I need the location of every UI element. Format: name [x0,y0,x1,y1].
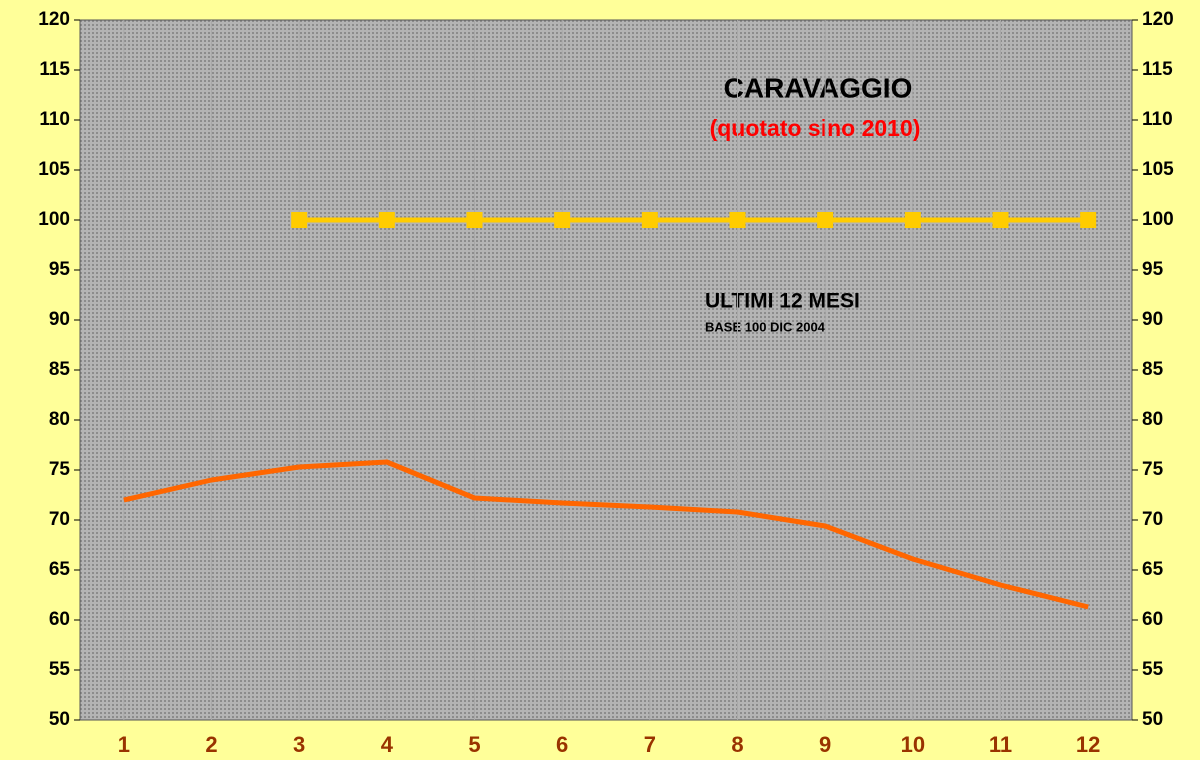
x-tick-label: 7 [644,732,656,757]
y-tick-label: 110 [39,109,70,130]
series-marker [291,212,308,228]
annotation: ULTIMI 12 MESI [705,290,860,313]
y-tick-label: 95 [49,259,71,280]
x-tick-label: 8 [731,732,743,757]
y-tick-label: 80 [49,409,70,430]
y-tick-label: 90 [49,309,70,330]
x-tick-label: 4 [381,732,394,757]
y2-tick-label: 110 [1142,109,1173,130]
y-tick-label: 85 [49,359,71,380]
x-tick-label: 12 [1076,732,1100,757]
y2-tick-label: 95 [1142,259,1164,280]
y2-tick-label: 70 [1142,509,1163,530]
y2-tick-label: 65 [1142,559,1164,580]
x-tick-label: 10 [901,732,925,757]
series-marker [729,212,746,228]
x-tick-label: 5 [468,732,480,757]
series-marker [817,212,834,228]
x-tick-label: 9 [819,732,831,757]
chart-title: CARAVAGGIO [724,72,913,103]
y2-tick-label: 60 [1142,609,1163,630]
y2-tick-label: 105 [1142,159,1174,180]
series-line [123,459,1089,610]
y-tick-label: 60 [49,609,70,630]
x-tick-label: 11 [989,732,1012,757]
x-tick-label: 3 [293,732,305,757]
x-tick-label: 1 [118,732,130,757]
y-tick-label: 75 [49,459,71,480]
y2-tick-label: 50 [1142,709,1163,730]
y2-tick-label: 55 [1142,659,1164,680]
series-marker [378,212,395,228]
y-tick-label: 105 [38,159,70,180]
x-tick-label: 6 [556,732,568,757]
chart-subtitle: (quotato sino 2010) [710,115,921,141]
series-marker [904,212,921,228]
plot-area [79,19,1133,721]
series-marker [466,212,483,228]
y-tick-label: 120 [38,9,70,30]
y2-tick-label: 120 [1142,9,1174,30]
series-marker [554,212,571,228]
annotation: BASE 100 DIC 2004 [705,319,826,334]
y2-tick-label: 75 [1142,459,1164,480]
series-marker [641,212,658,228]
y2-tick-label: 80 [1142,409,1163,430]
y-tick-label: 115 [39,59,70,80]
y2-tick-label: 85 [1142,359,1164,380]
series-marker [992,212,1009,228]
x-tick-label: 2 [205,732,217,757]
y-tick-label: 100 [38,209,70,230]
y-tick-label: 55 [49,659,71,680]
series-marker [1080,212,1097,228]
y2-tick-label: 100 [1142,209,1174,230]
y-tick-label: 50 [49,709,70,730]
y-tick-label: 70 [49,509,70,530]
y2-tick-label: 115 [1142,59,1173,80]
y-tick-label: 65 [49,559,71,580]
y2-tick-label: 90 [1142,309,1163,330]
